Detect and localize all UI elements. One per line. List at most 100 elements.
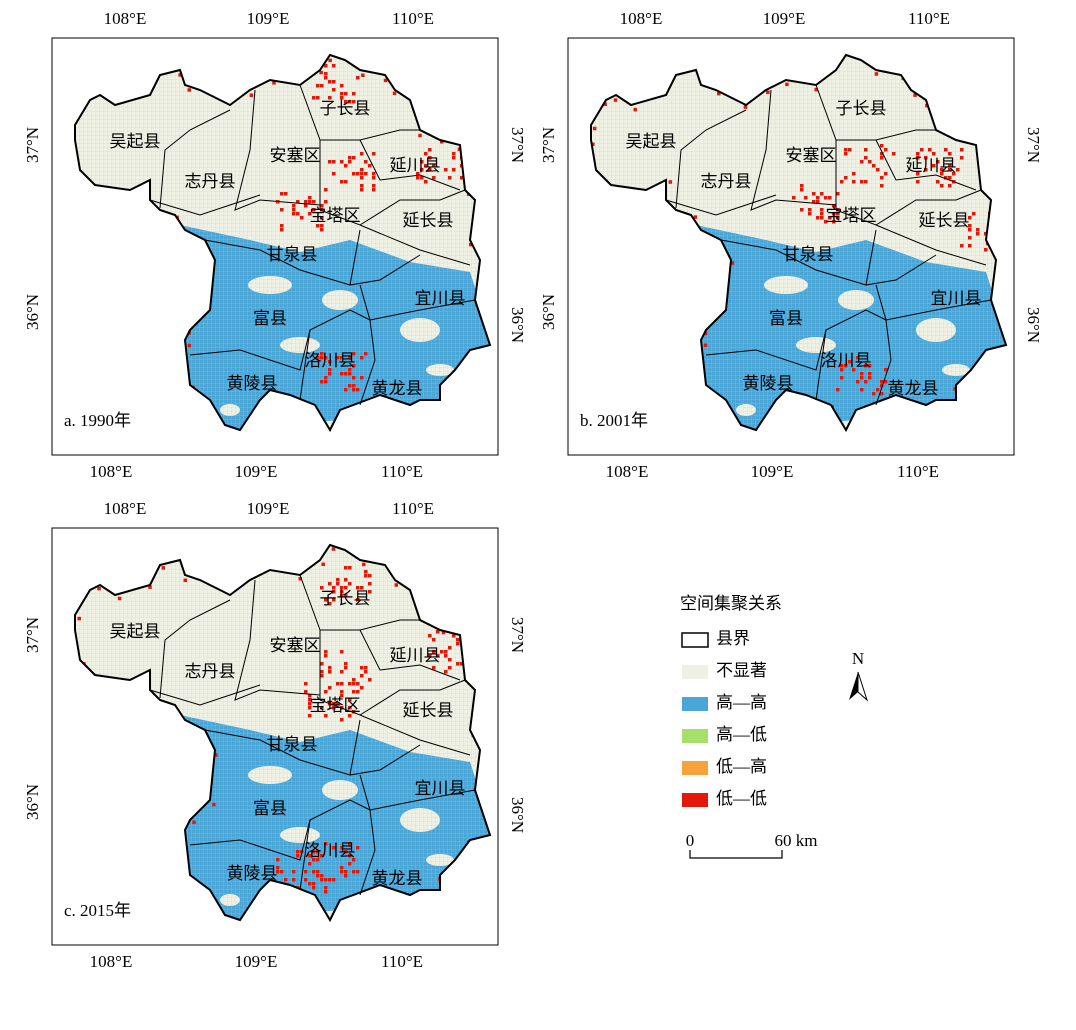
low-low-cell (436, 654, 440, 658)
not-significant-patch (426, 854, 454, 866)
low-low-cell (312, 858, 316, 862)
low-low-cell (344, 100, 348, 104)
low-low-cell (276, 858, 280, 862)
low-low-cell (836, 208, 840, 212)
low-low-cell (316, 356, 320, 360)
low-low-cell (292, 878, 296, 882)
left-tick-label: 36°N (539, 294, 558, 330)
low-low-cell (428, 634, 432, 638)
not-significant-patch (322, 290, 358, 310)
low-low-cell (956, 168, 960, 172)
low-low-cell (920, 148, 924, 152)
low-low-cell (816, 196, 820, 200)
low-low-cell (424, 152, 428, 156)
low-low-cell (348, 714, 352, 718)
low-low-cell (828, 216, 832, 220)
low-low-cell (332, 878, 336, 882)
county-border (359, 774, 476, 811)
not-significant-patch (220, 894, 240, 906)
low-low-cell (214, 753, 218, 757)
low-low-cell (320, 216, 324, 220)
county-name: 志丹县 (701, 172, 752, 191)
not-significant-patch (400, 318, 440, 342)
county-border (705, 309, 887, 371)
low-low-cell (868, 372, 872, 376)
low-low-cell (360, 666, 364, 670)
low-low-cell (360, 674, 364, 678)
low-low-cell (428, 654, 432, 658)
low-low-cell (592, 126, 597, 131)
county-border (875, 284, 992, 321)
right-tick-label: 37°N (508, 127, 527, 163)
low-low-cell (340, 694, 344, 698)
not-significant-patch (838, 290, 874, 310)
low-low-cell (441, 630, 446, 635)
bottom-tick-label: 110°E (897, 462, 939, 481)
bottom-tick-label: 109°E (235, 462, 278, 481)
low-low-cell (944, 176, 948, 180)
county-border (159, 109, 231, 209)
low-low-cell (448, 176, 452, 180)
low-low-cell (276, 870, 280, 874)
low-low-cell (880, 392, 884, 396)
high-high-area (180, 225, 490, 430)
low-low-cell (460, 176, 464, 180)
low-low-cell (308, 702, 312, 706)
legend-swatch (682, 665, 708, 679)
low-low-cell (324, 878, 328, 882)
low-low-cell (928, 148, 932, 152)
low-low-cell (300, 216, 304, 220)
low-low-cell (348, 706, 352, 710)
low-low-cell (372, 176, 376, 180)
county-name: 黄龙县 (888, 379, 939, 398)
low-low-cell (348, 160, 352, 164)
not-significant-patch (220, 404, 240, 416)
low-low-cell (344, 594, 348, 598)
low-low-cell (192, 820, 196, 825)
county-name: 宝塔区 (310, 206, 361, 225)
low-low-cell (591, 142, 595, 147)
low-low-cell (336, 682, 340, 686)
low-low-cell (356, 388, 360, 392)
county-border (836, 129, 936, 141)
county-border (875, 139, 977, 191)
low-low-cell (340, 372, 344, 376)
low-low-cell (348, 842, 352, 846)
low-low-cell (344, 870, 348, 874)
not-significant-patch (916, 318, 956, 342)
low-low-cell (418, 133, 422, 138)
low-low-cell (360, 586, 364, 590)
low-low-cell (432, 666, 436, 670)
low-low-cell (320, 208, 324, 212)
low-low-cell (312, 208, 316, 212)
low-low-cell (320, 854, 324, 858)
low-low-cell (324, 714, 328, 718)
low-low-cell (816, 200, 820, 204)
low-low-cell (352, 710, 356, 714)
low-low-cell (348, 682, 352, 686)
low-low-cell (360, 356, 364, 360)
low-low-cell (828, 196, 832, 200)
low-low-cell (856, 380, 860, 384)
low-low-cell (324, 890, 328, 894)
county-name: 黄龙县 (372, 869, 423, 888)
low-low-cell (340, 690, 344, 694)
low-low-cell (916, 156, 920, 160)
low-low-cell (332, 702, 336, 706)
right-tick-label: 37°N (1024, 127, 1043, 163)
low-low-cell (344, 180, 348, 184)
low-low-cell (766, 90, 770, 94)
low-low-cell (785, 82, 789, 87)
county-name: 志丹县 (185, 662, 236, 681)
county-name: 宝塔区 (826, 206, 877, 225)
right-tick-label: 36°N (508, 797, 527, 833)
low-low-cell (187, 343, 192, 348)
county-border (875, 224, 987, 266)
low-low-cell (352, 870, 356, 874)
not-significant-patch (764, 276, 808, 294)
county-border (189, 799, 371, 861)
low-low-cell (332, 706, 336, 710)
county-name: 安塞区 (270, 636, 321, 655)
low-low-cell (328, 670, 332, 674)
